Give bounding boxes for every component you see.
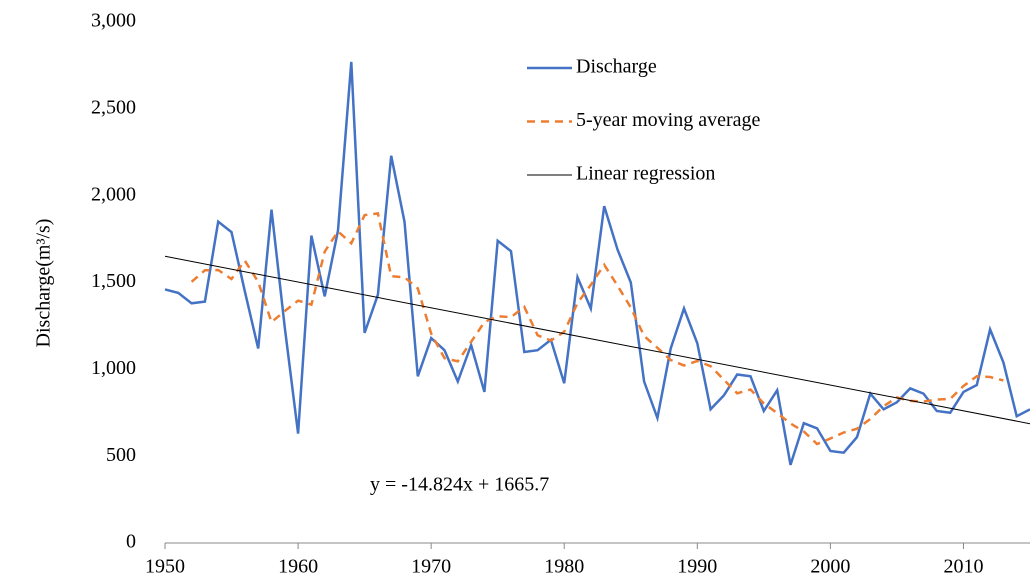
legend-label: 5-year moving average <box>576 109 760 131</box>
y-tick-label: 2,000 <box>91 183 136 205</box>
y-tick-label: 3,000 <box>91 10 136 32</box>
y-tick-label: 0 <box>126 531 136 553</box>
series-line <box>164 255 1030 425</box>
legend-label: Discharge <box>576 56 657 78</box>
x-tick-label: 2000 <box>810 556 850 578</box>
legend-label: Linear regression <box>576 163 715 185</box>
x-tick-label: 1990 <box>677 556 717 578</box>
annotation: y = -14.824x + 1665.7 <box>370 474 549 496</box>
x-tick-label: 1980 <box>544 556 584 578</box>
y-tick-label: 2,500 <box>91 96 136 118</box>
y-tick-label: 1,000 <box>91 357 136 379</box>
x-tick-label: 1960 <box>278 556 318 578</box>
y-axis-label: Discharge(m³/s) <box>33 219 55 348</box>
x-tick-label: 1950 <box>145 556 185 578</box>
x-tick-label: 2010 <box>943 556 983 578</box>
series-line <box>190 212 1004 446</box>
y-tick-label: 500 <box>106 444 136 466</box>
series-line <box>164 61 1030 466</box>
y-tick-label: 1,500 <box>91 270 136 292</box>
x-tick-label: 1970 <box>411 556 451 578</box>
